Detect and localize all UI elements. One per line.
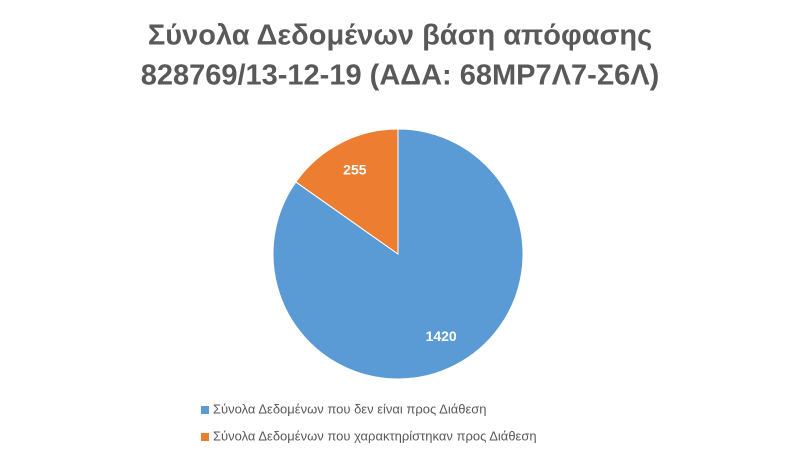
- legend-swatch: [201, 406, 209, 414]
- chart-title: 828769/13-12-19 (ΑΔΑ: 68ΜΡ7Λ7-Σ6Λ): [141, 60, 660, 92]
- chart-title: Σύνολα Δεδομένων βάση απόφασης: [148, 20, 652, 52]
- legend-swatch: [201, 433, 209, 441]
- data-label: 255: [343, 161, 367, 177]
- pie-slice: [295, 128, 399, 255]
- legend-label: Σύνολα Δεδομένων που χαρακτηρίστηκαν προ…: [213, 428, 537, 443]
- data-label: 1420: [426, 328, 457, 344]
- legend-label: Σύνολα Δεδομένων που δεν είναι προς Διάθ…: [213, 401, 487, 416]
